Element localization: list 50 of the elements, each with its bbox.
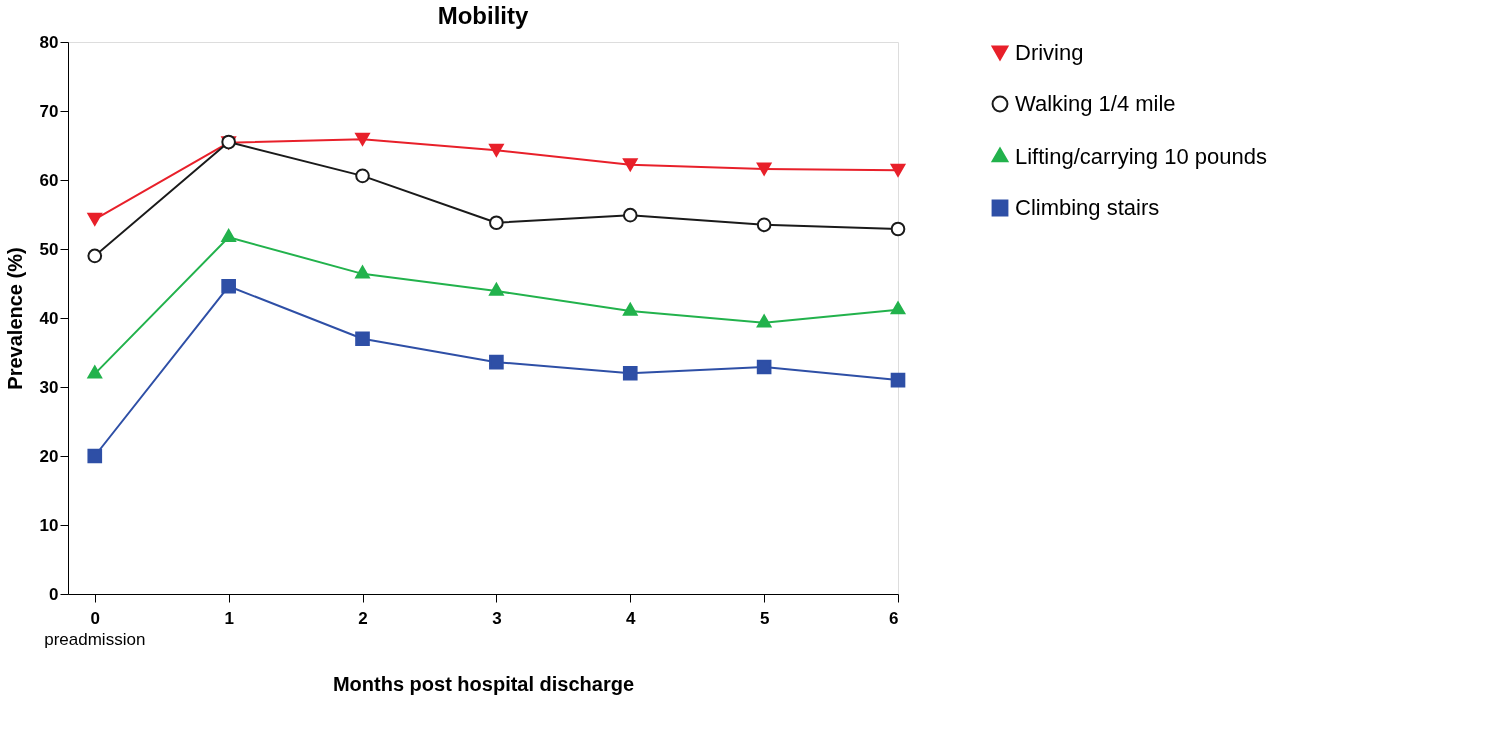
y-tick-label: 20: [39, 446, 59, 466]
legend-label: Lifting/carrying 10 pounds: [1015, 144, 1267, 169]
point: [355, 331, 370, 347]
point: [489, 215, 504, 231]
chart-title: Mobility: [437, 2, 529, 29]
y-tick-label: 30: [39, 377, 59, 397]
y-tick-label: 80: [39, 32, 59, 52]
point: [221, 278, 236, 294]
point: [355, 265, 370, 279]
point: [87, 365, 103, 379]
legend-label: Driving: [1015, 40, 1084, 65]
point: [489, 143, 504, 157]
y-tick-label: 40: [39, 308, 59, 328]
x-tick-label: 3: [492, 608, 502, 628]
x-tick-label: 1: [224, 608, 234, 628]
y-tick-label: 60: [39, 170, 59, 190]
point: [756, 314, 772, 328]
point: [622, 365, 638, 381]
point: [622, 158, 638, 172]
point: [221, 228, 236, 242]
x-tick-label: 5: [759, 608, 770, 628]
x-tick-label: 4: [626, 608, 637, 628]
y-tick-label: 70: [39, 101, 59, 121]
point: [87, 448, 103, 464]
point: [489, 282, 504, 296]
point: [890, 301, 906, 315]
point: [355, 168, 370, 184]
point: [622, 207, 638, 223]
legend-label: Climbing stairs: [1015, 195, 1160, 220]
y-tick-label: 50: [39, 239, 59, 259]
y-axis-title: Prevalence (%): [3, 247, 26, 390]
x-tick-label: 6: [889, 608, 899, 628]
point: [489, 354, 504, 370]
legend-label: Walking 1/4 mile: [1015, 91, 1176, 116]
y-tick-label: 10: [39, 515, 59, 535]
point: [890, 372, 906, 388]
point: [890, 221, 906, 237]
y-tick-label: 0: [49, 584, 59, 604]
point: [756, 162, 772, 176]
point: [87, 212, 103, 226]
x-tick-label: 2: [358, 608, 368, 628]
x-tick-label: 0: [90, 608, 101, 628]
point: [87, 248, 103, 264]
point: [756, 359, 772, 375]
point: [890, 163, 906, 177]
point: [355, 132, 370, 146]
x-axis-title: Months post hospital discharge: [332, 672, 635, 695]
text: preadmission: [44, 630, 146, 649]
point: [756, 217, 772, 233]
point: [622, 302, 638, 316]
